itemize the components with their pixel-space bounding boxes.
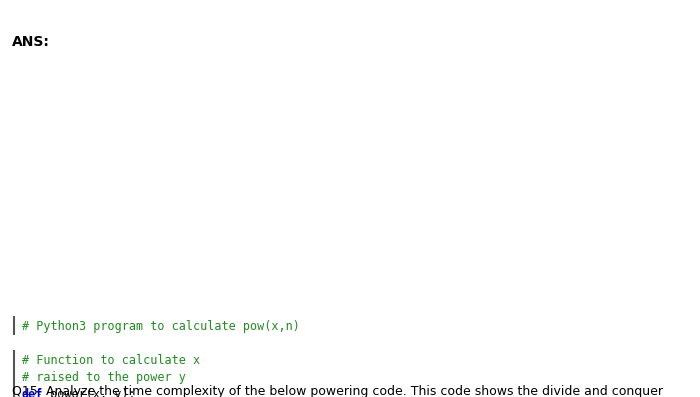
- Text: power(x, y):: power(x, y):: [43, 388, 136, 397]
- Text: # Python3 program to calculate pow(x,n): # Python3 program to calculate pow(x,n): [22, 320, 300, 333]
- Text: def: def: [22, 388, 43, 397]
- Text: Q15: Analyze the time complexity of the below powering code. This code shows the: Q15: Analyze the time complexity of the …: [12, 385, 663, 397]
- Text: # raised to the power y: # raised to the power y: [22, 371, 186, 384]
- Text: # Function to calculate x: # Function to calculate x: [22, 354, 200, 367]
- Text: ANS:: ANS:: [12, 35, 50, 49]
